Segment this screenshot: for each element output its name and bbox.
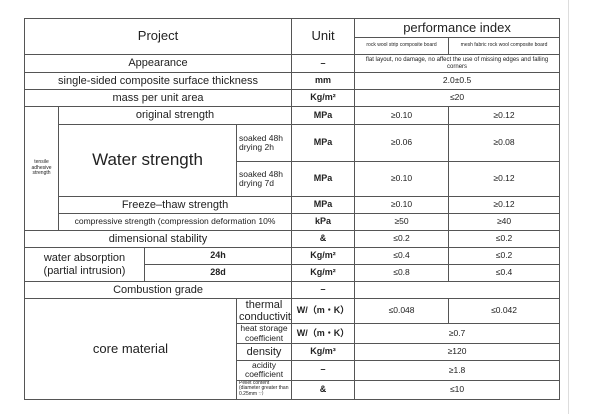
row-compressive-unit: kPa: [291, 213, 356, 231]
row-freeze-thaw-label: Freeze–thaw strength: [57, 196, 293, 214]
row-mass-unit: Kg/m²: [291, 89, 356, 107]
row-thermal-v2: ≤0.042: [448, 297, 561, 325]
row-dimensional-label: dimensional stability: [23, 230, 293, 248]
row-compressive-v1: ≥50: [354, 213, 450, 231]
row-compressive-label: compressive strength (compression deform…: [57, 213, 293, 231]
row-soaked-7d-unit: MPa: [291, 161, 356, 197]
row-thickness-value: 2.0±0.5: [354, 72, 561, 90]
row-thermal-v1: ≤0.048: [354, 297, 450, 325]
row-thickness-unit: mm: [291, 72, 356, 90]
row-wa-24h-unit: Kg/m²: [291, 247, 356, 265]
row-density-value: ≥120: [354, 342, 561, 361]
header-unit: Unit: [291, 18, 356, 55]
tensile-group-label: tensile adhesive strength: [24, 106, 59, 231]
row-heat-storage-unit: W/（m・K）: [291, 323, 356, 344]
row-thermal-label: thermal conductivity: [235, 297, 293, 325]
header-rock-wool-strip: rock wool strip composite board: [354, 37, 450, 55]
row-combustion-unit: –: [291, 281, 356, 299]
row-soaked-2h-unit: MPa: [291, 124, 356, 162]
row-appearance-unit: –: [291, 54, 356, 73]
row-wa-28d-v1: ≤0.8: [354, 264, 450, 282]
row-wa-24h-v2: ≤0.2: [448, 247, 561, 265]
row-appearance-label: Appearance: [23, 54, 293, 73]
row-freeze-thaw-v2: ≥0.12: [448, 196, 561, 214]
row-freeze-thaw-unit: MPa: [291, 196, 356, 214]
row-original-label: original strength: [57, 106, 293, 125]
row-soaked-7d-label: soaked 48h drying 7d: [235, 161, 293, 197]
row-original-unit: MPa: [291, 106, 356, 125]
row-heat-storage-label: heat storage coefficient: [235, 323, 293, 344]
water-absorption-label: water absorption (partial intrusion): [24, 247, 145, 282]
row-mass-value: ≤20: [354, 89, 561, 107]
header-project: Project: [23, 18, 293, 55]
header-mesh-fabric: mesh fabric rock wool composite board: [448, 37, 561, 55]
row-wa-24h-label: 24h: [143, 247, 293, 265]
row-mass-label: mass per unit area: [23, 89, 293, 107]
row-wa-24h-v1: ≤0.4: [354, 247, 450, 265]
row-wa-28d-unit: Kg/m²: [291, 264, 356, 282]
row-wa-28d-v2: ≤0.4: [448, 264, 561, 282]
row-heat-storage-value: ≥0.7: [354, 323, 561, 344]
row-combustion-value: [354, 281, 561, 299]
row-dimensional-v2: ≤0.2: [448, 230, 561, 248]
water-strength-label: Water strength: [58, 124, 237, 197]
row-acidity-label: acidity coefficient: [235, 359, 293, 381]
row-pellet-unit: &: [291, 379, 356, 400]
header-performance-index: performance index: [354, 18, 561, 38]
row-thermal-unit: W/（m・K）: [291, 297, 356, 325]
window-edge-line: [568, 0, 569, 414]
performance-table: Project Unit performance index rock wool…: [23, 18, 561, 400]
row-soaked-7d-v1: ≥0.10: [354, 161, 450, 197]
row-thickness-label: single-sided composite surface thickness: [23, 72, 293, 90]
row-freeze-thaw-v1: ≥0.10: [354, 196, 450, 214]
row-soaked-7d-v2: ≥0.12: [448, 161, 561, 197]
row-wa-28d-label: 28d: [143, 264, 293, 282]
row-pellet-value: ≤10: [354, 379, 561, 400]
row-compressive-v2: ≥40: [448, 213, 561, 231]
row-original-v2: ≥0.12: [448, 106, 561, 125]
row-density-label: density: [235, 342, 293, 361]
row-soaked-2h-v2: ≥0.08: [448, 124, 561, 162]
row-acidity-value: ≥1.8: [354, 359, 561, 381]
row-dimensional-unit: &: [291, 230, 356, 248]
row-combustion-label: Combustion grade: [23, 281, 293, 299]
row-pellet-label: Pellet content (diameter greater than 0.…: [235, 379, 293, 400]
row-appearance-value: flat layout, no damage, no affect the us…: [354, 54, 561, 73]
core-material-label: core material: [24, 298, 237, 400]
performance-table-sheet: Project Unit performance index rock wool…: [23, 18, 561, 400]
row-soaked-2h-label: soaked 48h drying 2h: [235, 124, 293, 162]
row-density-unit: Kg/m³: [291, 342, 356, 361]
row-acidity-unit: –: [291, 359, 356, 381]
row-soaked-2h-v1: ≥0.06: [354, 124, 450, 162]
row-dimensional-v1: ≤0.2: [354, 230, 450, 248]
row-original-v1: ≥0.10: [354, 106, 450, 125]
